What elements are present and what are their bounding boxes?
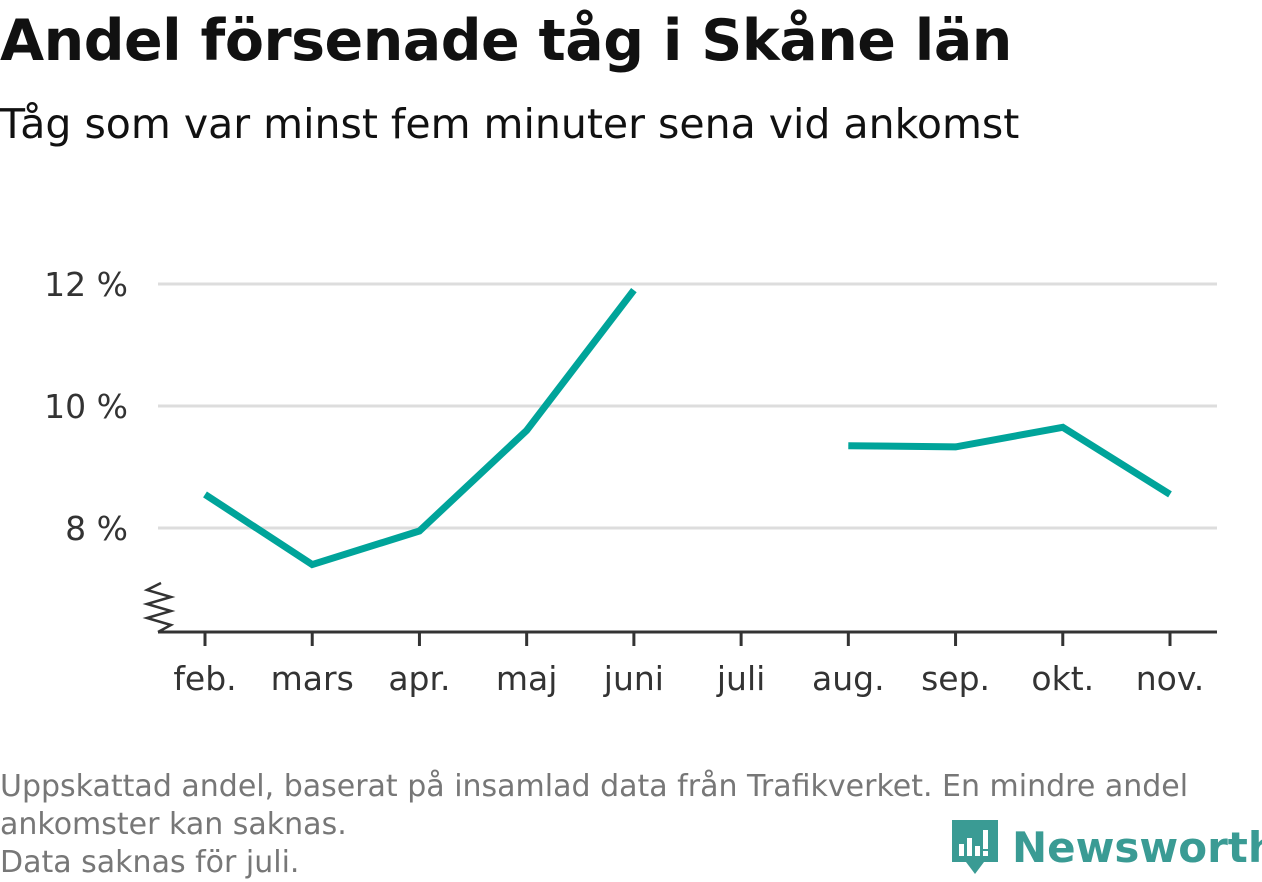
axis-break-icon xyxy=(147,583,171,632)
x-tick-label: juni xyxy=(603,659,664,698)
x-tick-label: apr. xyxy=(388,659,450,698)
x-tick-label: maj xyxy=(496,659,558,698)
x-tick-label: sep. xyxy=(921,659,990,698)
footnote-line: Uppskattad andel, baserat på insamlad da… xyxy=(0,768,1250,806)
x-tick-label: feb. xyxy=(173,659,236,698)
newsworthy-logo-icon xyxy=(950,818,1000,876)
x-tick-label: juli xyxy=(716,659,765,698)
x-tick-label: okt. xyxy=(1031,659,1094,698)
series-line xyxy=(205,290,634,564)
y-tick-label: 8 % xyxy=(65,509,128,548)
x-tick-label: nov. xyxy=(1136,659,1205,698)
series-line xyxy=(848,427,1170,494)
newsworthy-logo[interactable]: Newsworthy xyxy=(950,818,1262,876)
x-tick-label: mars xyxy=(271,659,354,698)
y-tick-label: 12 % xyxy=(44,265,128,304)
y-tick-label: 10 % xyxy=(44,387,128,426)
x-tick-label: aug. xyxy=(812,659,885,698)
brand-name: Newsworthy xyxy=(1012,823,1262,872)
